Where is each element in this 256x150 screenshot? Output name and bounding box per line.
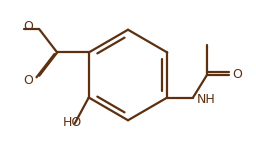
Text: O: O bbox=[23, 74, 33, 87]
Text: HO: HO bbox=[63, 116, 82, 129]
Text: O: O bbox=[232, 69, 242, 81]
Text: O: O bbox=[23, 20, 33, 33]
Text: NH: NH bbox=[197, 93, 215, 106]
